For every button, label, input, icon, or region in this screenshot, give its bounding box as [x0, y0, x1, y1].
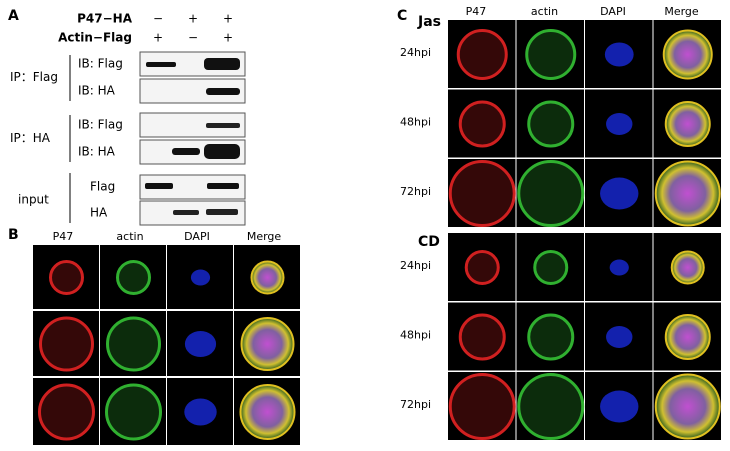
column-header: DAPI [184, 230, 210, 243]
column-header: DAPI [600, 5, 626, 18]
cell [517, 373, 585, 440]
condition-name: P47−HA [77, 12, 133, 26]
column-header: Merge [664, 5, 699, 18]
cell [458, 100, 506, 148]
panel-label: C [397, 8, 407, 24]
row-label: 24hpi [400, 259, 431, 272]
cell [517, 160, 585, 227]
band [204, 144, 240, 159]
group-name: input [18, 193, 49, 207]
blot-label: IB: HA [78, 84, 116, 98]
cell [250, 260, 285, 295]
condition-mark: + [223, 31, 233, 45]
micrograph [448, 233, 516, 301]
blots [69, 51, 246, 226]
cell [458, 313, 506, 361]
row-label: 24hpi [400, 46, 431, 59]
blot-label: Flag [90, 180, 115, 194]
column-header: P47 [53, 230, 74, 243]
band [206, 209, 238, 215]
cell [448, 160, 516, 227]
cell [456, 29, 508, 80]
cell [106, 316, 161, 372]
condition-mark: − [153, 12, 163, 26]
row-label: 48hpi [400, 116, 431, 129]
blot-label: IB: HA [78, 145, 116, 159]
column-header: actin [531, 5, 558, 18]
group-name: Jas [417, 14, 441, 30]
nucleus [600, 177, 639, 210]
cell [533, 250, 569, 285]
cell [239, 384, 296, 440]
nucleus [606, 113, 633, 135]
blot-label: HA [90, 206, 108, 220]
micrograph [100, 245, 166, 309]
cell [448, 373, 516, 440]
band [207, 183, 239, 189]
nucleus [184, 331, 217, 357]
nucleus [600, 390, 639, 423]
condition-mark: + [153, 31, 163, 45]
band [173, 210, 199, 215]
cell [116, 260, 151, 295]
blot-label: IB: Flag [78, 118, 123, 132]
panel-label: A [8, 8, 19, 24]
nucleus [184, 398, 217, 426]
group-name: IP：HA [10, 131, 51, 145]
column-header: actin [116, 230, 143, 243]
cell [664, 101, 711, 147]
cell [527, 100, 575, 148]
cell [525, 29, 577, 80]
row-label: 72hpi [400, 398, 431, 411]
cell [654, 160, 721, 227]
band [206, 123, 240, 128]
row-label: 72hpi [400, 185, 431, 198]
condition-mark: + [223, 12, 233, 26]
micrograph [100, 378, 166, 445]
cell [464, 250, 500, 285]
micrograph [33, 245, 99, 309]
group-name: IP：Flag [10, 70, 58, 84]
cell [105, 383, 162, 441]
group-name: CD [418, 234, 440, 250]
row-label: 48hpi [400, 329, 431, 342]
band [204, 58, 240, 70]
micrograph [516, 233, 584, 301]
band [145, 183, 173, 189]
cell [664, 314, 711, 360]
cell [527, 313, 575, 361]
cell [654, 373, 721, 440]
nucleus [606, 326, 633, 348]
nucleus [609, 259, 629, 276]
band [146, 62, 176, 67]
condition-mark: + [188, 12, 198, 26]
blot-label: IB: Flag [78, 57, 123, 71]
column-header: P47 [466, 5, 487, 18]
band [206, 88, 240, 95]
cell [662, 29, 713, 80]
nucleus [604, 42, 634, 67]
cell [38, 383, 95, 441]
column-header: Merge [247, 230, 282, 243]
nucleus [190, 269, 211, 286]
cell [49, 260, 84, 295]
micrograph [33, 311, 99, 376]
cell [240, 317, 295, 371]
condition-name: Actin−Flag [58, 31, 132, 45]
cell [670, 250, 705, 285]
band [172, 148, 200, 155]
micrograph [33, 378, 99, 445]
panel-label: B [8, 227, 19, 243]
cell [39, 316, 94, 372]
condition-mark: − [188, 31, 198, 45]
micrograph [100, 311, 166, 376]
